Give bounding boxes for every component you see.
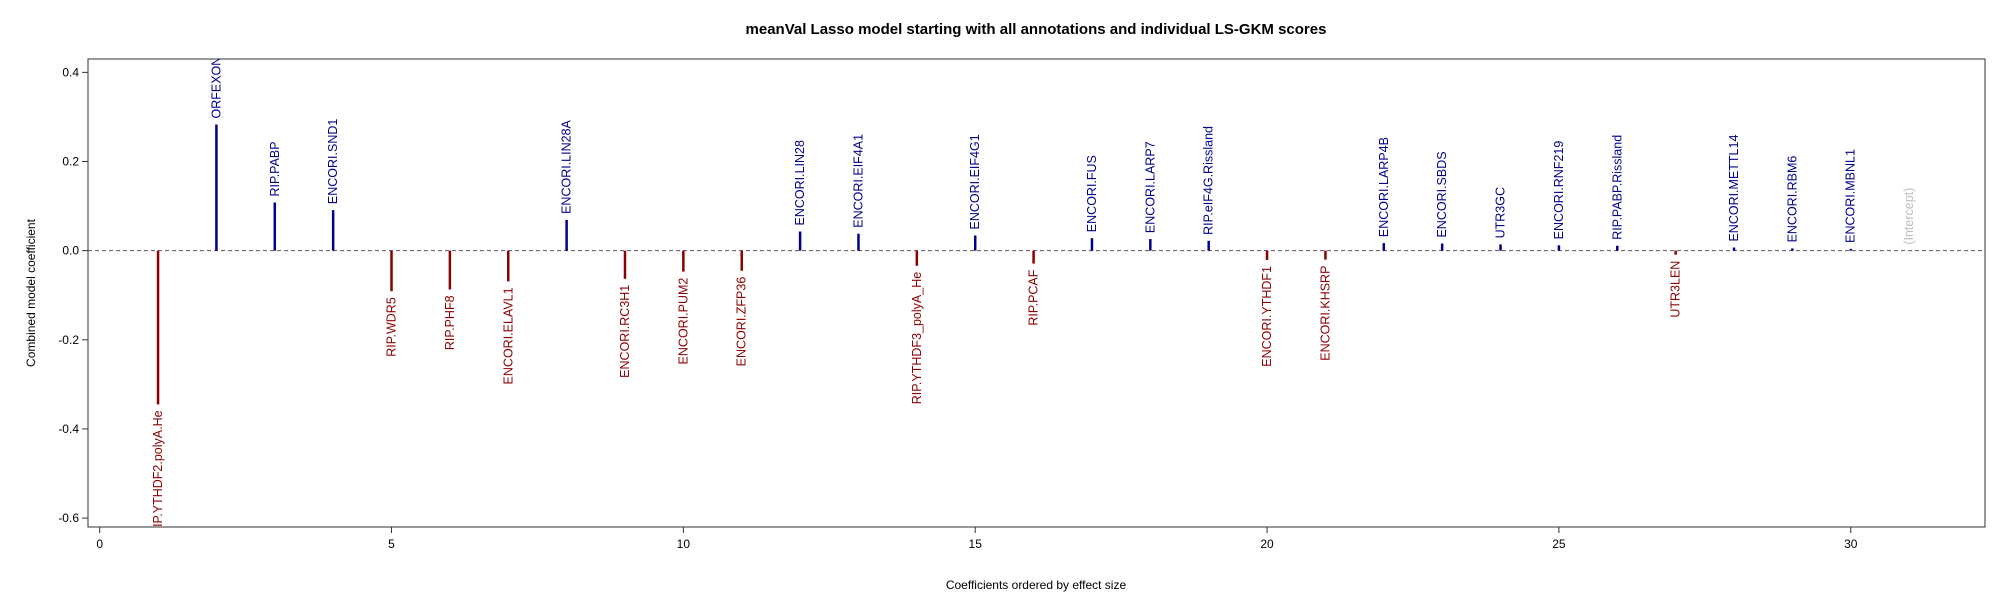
coefficient-label: ENCORI.MBNL1 (1844, 149, 1858, 243)
coefficient-label: RIP.eIF4G.Rissland (1202, 126, 1216, 235)
coefficient-label: ENCORI.YTHDF1 (1260, 266, 1274, 367)
y-tick-label: 0.4 (62, 65, 79, 79)
y-tick-label: 0.0 (62, 244, 79, 258)
y-tick-label: -0.2 (58, 333, 79, 347)
coefficient-label: ENCORI.LIN28 (793, 140, 807, 225)
coefficient-label: ENCORI.RNF219 (1552, 141, 1566, 240)
x-tick-label: 5 (388, 537, 395, 551)
x-tick-label: 15 (969, 537, 983, 551)
coefficient-label: ORFEXON (209, 57, 223, 119)
coefficient-label: UTR3GC (1494, 187, 1508, 238)
coefficient-label: ENCORI.METTL14 (1727, 135, 1741, 242)
coefficient-label: ENCORI.SND1 (326, 119, 340, 204)
y-tick-label: -0.6 (58, 511, 79, 525)
x-tick-label: 30 (1844, 537, 1858, 551)
coefficient-label: ENCORI.RC3H1 (618, 285, 632, 378)
coefficient-labels: RIP.YTHDF2.polyA.He ORFEXON RIP.PABP ENCORI… (151, 57, 1916, 536)
y-axis: -0.6 -0.4 -0.2 0.0 0.2 0.4 (58, 65, 88, 525)
x-tick-label: 25 (1552, 537, 1566, 551)
chart-title: meanVal Lasso model starting with all an… (746, 21, 1327, 38)
plot-frame (87, 58, 1986, 528)
y-axis-label: Combined model coefficient (24, 218, 38, 367)
coefficient-label: RIP.PABP (268, 141, 282, 196)
y-tick-label: -0.4 (58, 422, 79, 436)
coefficient-label: (Intercept) (1902, 188, 1916, 245)
y-tick-label: 0.2 (62, 155, 79, 169)
x-tick-label: 10 (677, 537, 691, 551)
coefficient-label: RIP.PCAF (1027, 269, 1041, 325)
coefficient-label: ENCORI.KHSRP (1318, 266, 1332, 361)
coefficient-label: UTR3LEN (1669, 261, 1683, 318)
coefficient-label: ENCORI.EIF4G1 (968, 134, 982, 229)
x-tick-label: 20 (1260, 537, 1274, 551)
x-axis-label: Coefficients ordered by effect size (946, 578, 1127, 592)
coefficient-label: ENCORI.PUM2 (676, 278, 690, 365)
coefficient-label: RIP.YTHDF3_polyA_He (910, 272, 924, 405)
coefficient-label: RIP.YTHDF2.polyA.He (151, 410, 165, 536)
coefficient-label: ENCORI.LARP4B (1377, 137, 1391, 237)
x-tick-label: 0 (96, 537, 103, 551)
x-axis: 0 5 10 15 20 25 30 (96, 527, 1858, 551)
coefficient-label: RIP.PHF8 (443, 295, 457, 350)
coefficient-label: ENCORI.FUS (1085, 155, 1099, 232)
coefficient-label: ENCORI.ZFP36 (735, 277, 749, 367)
coefficient-label: RIP.WDR5 (385, 297, 399, 357)
coefficient-label: RIP.PABP.Rissland (1610, 135, 1624, 240)
coefficient-label: ENCORI.RBM6 (1785, 156, 1799, 243)
coefficient-label: ENCORI.LARP7 (1143, 141, 1157, 233)
coefficient-label: ENCORI.SBDS (1435, 151, 1449, 237)
coefficient-bars (156, 124, 1853, 405)
coefficient-label: ENCORI.LIN28A (560, 119, 574, 213)
coefficient-label: ENCORI.ELAVL1 (501, 287, 515, 384)
coefficient-label: ENCORI.EIF4A1 (851, 134, 865, 228)
